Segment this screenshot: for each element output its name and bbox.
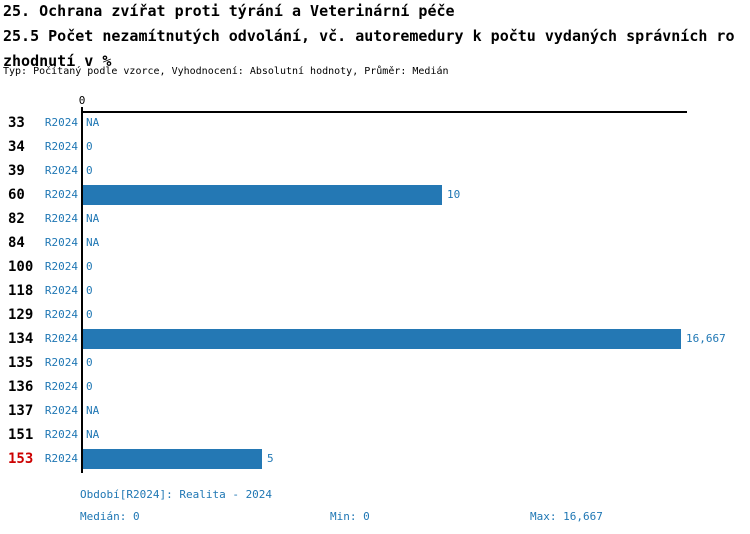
row-category-label: 153 — [8, 451, 34, 467]
row-value-text: 0 — [86, 308, 93, 321]
chart-row: 136 R2024 0 — [0, 375, 750, 399]
max-stat-label: Max: 16,667 — [530, 510, 603, 523]
row-category-label: 137 — [8, 403, 34, 419]
row-period-label: R2024 — [44, 428, 78, 441]
bar-value-label: 16,667 — [686, 332, 726, 345]
indicator-title-line1: 25.5 Počet nezamítnutých odvolání, vč. a… — [3, 27, 735, 45]
row-category-label: 135 — [8, 355, 34, 371]
row-category-label: 100 — [8, 259, 34, 275]
row-value-text: 0 — [86, 356, 93, 369]
chart-row: 153 R2024 5 — [0, 447, 750, 471]
row-period-label: R2024 — [44, 452, 78, 465]
chart-row: 84 R2024 NA — [0, 231, 750, 255]
row-period-label: R2024 — [44, 332, 78, 345]
row-value-text: NA — [86, 236, 100, 249]
row-category-label: 118 — [8, 283, 34, 299]
row-period-label: R2024 — [44, 404, 78, 417]
row-value-text: NA — [86, 116, 100, 129]
row-value-text: 0 — [86, 164, 93, 177]
row-category-label: 39 — [8, 163, 25, 179]
row-value-text: 0 — [86, 140, 93, 153]
chart-row: 60 R2024 10 — [0, 183, 750, 207]
row-category-label: 82 — [8, 211, 25, 227]
row-category-label: 34 — [8, 139, 25, 155]
x-axis-line — [81, 111, 687, 113]
value-bar — [83, 329, 681, 349]
chart-row: 137 R2024 NA — [0, 399, 750, 423]
row-category-label: 129 — [8, 307, 34, 323]
row-period-label: R2024 — [44, 164, 78, 177]
row-period-label: R2024 — [44, 308, 78, 321]
row-period-label: R2024 — [44, 116, 78, 129]
chart-row: 39 R2024 0 — [0, 159, 750, 183]
chart-row: 33 R2024 NA — [0, 111, 750, 135]
median-stat-label: Medián: 0 — [80, 510, 140, 523]
chart-row: 82 R2024 NA — [0, 207, 750, 231]
min-stat-label: Min: 0 — [330, 510, 370, 523]
period-legend: Období[R2024]: Realita - 2024 — [80, 488, 273, 501]
value-bar — [83, 449, 262, 469]
x-axis-zero-tick-label: 0 — [78, 94, 86, 107]
row-value-text: NA — [86, 428, 100, 441]
chart-row: 151 R2024 NA — [0, 423, 750, 447]
y-axis-line — [81, 107, 83, 473]
row-value-text: NA — [86, 212, 100, 225]
chart-row: 129 R2024 0 — [0, 303, 750, 327]
chart-row: 118 R2024 0 — [0, 279, 750, 303]
bar-value-label: 10 — [447, 188, 461, 201]
row-period-label: R2024 — [44, 260, 78, 273]
row-category-label: 136 — [8, 379, 34, 395]
row-period-label: R2024 — [44, 236, 78, 249]
chart-row: 100 R2024 0 — [0, 255, 750, 279]
bar-value-label: 5 — [267, 452, 274, 465]
row-value-text: NA — [86, 404, 100, 417]
row-value-text: 0 — [86, 380, 93, 393]
value-bar — [83, 185, 442, 205]
chart-row: 135 R2024 0 — [0, 351, 750, 375]
row-period-label: R2024 — [44, 212, 78, 225]
row-category-label: 134 — [8, 331, 34, 347]
page-title: 25. Ochrana zvířat proti týrání a Veteri… — [3, 2, 455, 20]
row-period-label: R2024 — [44, 284, 78, 297]
chart-row: 34 R2024 0 — [0, 135, 750, 159]
row-period-label: R2024 — [44, 356, 78, 369]
row-period-label: R2024 — [44, 380, 78, 393]
row-category-label: 151 — [8, 427, 34, 443]
row-value-text: 0 — [86, 260, 93, 273]
chart-row: 134 R2024 16,667 — [0, 327, 750, 351]
row-value-text: 0 — [86, 284, 93, 297]
chart-subtitle: Typ: Počítaný podle vzorce, Vyhodnocení:… — [3, 66, 449, 77]
row-category-label: 33 — [8, 115, 25, 131]
row-category-label: 84 — [8, 235, 25, 251]
row-period-label: R2024 — [44, 188, 78, 201]
row-period-label: R2024 — [44, 140, 78, 153]
row-category-label: 60 — [8, 187, 25, 203]
indicator-title-line2: zhodnutí v % — [3, 52, 112, 70]
